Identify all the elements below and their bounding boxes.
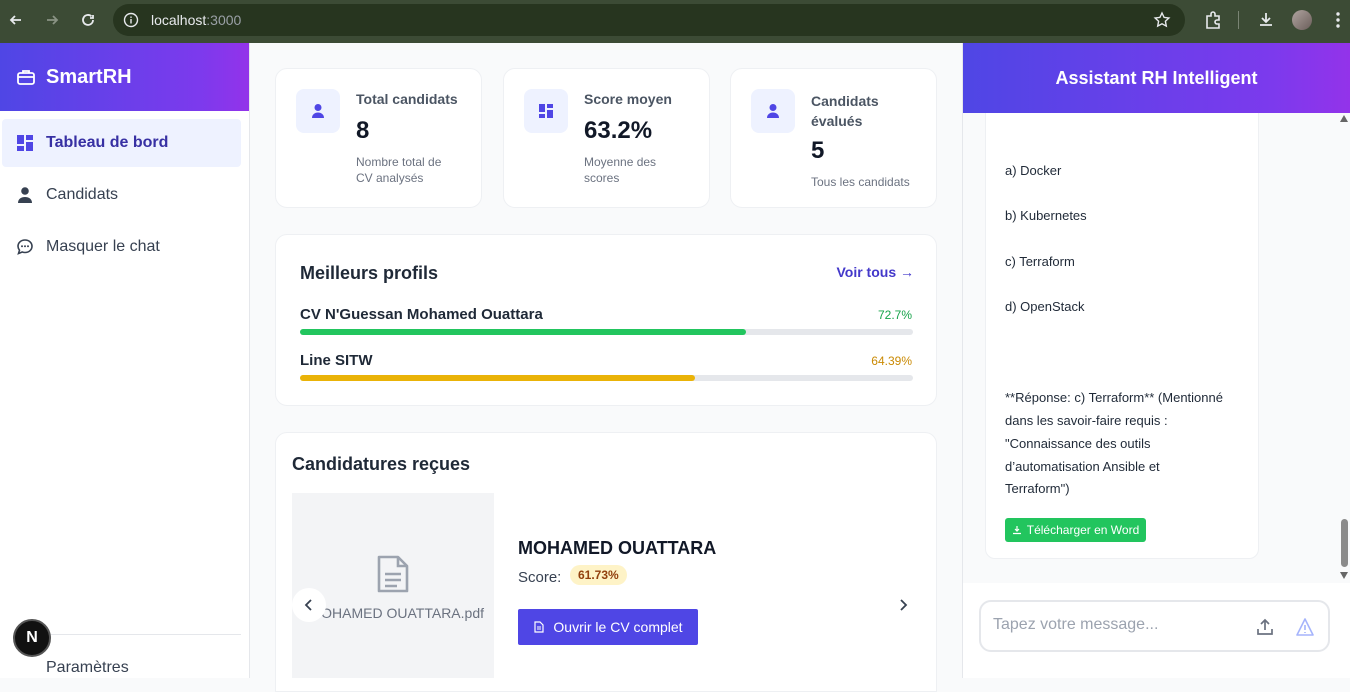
chat-scrollbar[interactable] bbox=[1339, 115, 1349, 581]
kebab-menu-icon[interactable] bbox=[1328, 10, 1348, 30]
stat-description: Nombre total de CV analysés bbox=[356, 155, 442, 185]
message-line: d) OpenStack bbox=[1005, 299, 1085, 314]
sidebar-item-candidates[interactable]: Candidats bbox=[2, 171, 241, 219]
download-word-label: Télécharger en Word bbox=[1026, 523, 1140, 537]
brand-name: SmartRH bbox=[46, 65, 132, 88]
person-icon bbox=[296, 89, 340, 133]
message-line: d’automatisation Ansible et bbox=[1005, 459, 1160, 474]
best-profiles-card: Meilleurs profils Voir tous → CV N'Guess… bbox=[275, 234, 937, 406]
chat-input-box bbox=[979, 600, 1330, 652]
profile-score-bar bbox=[300, 375, 913, 381]
scroll-up-arrow-icon[interactable] bbox=[1340, 115, 1348, 122]
sidebar-item-hide-chat[interactable]: Masquer le chat bbox=[2, 223, 241, 271]
profile-score-bar bbox=[300, 329, 913, 335]
download-icon bbox=[1012, 526, 1021, 535]
assistant-message: a) Docker b) Kubernetes c) Terraform d) … bbox=[985, 113, 1259, 559]
sidebar: SmartRH Tableau de bord Candidats Masque… bbox=[0, 43, 250, 678]
dashboard-icon bbox=[524, 89, 568, 133]
stat-card-evaluated-candidates: Candidats évalués 5 Tous les candidats bbox=[730, 68, 937, 208]
section-title: Meilleurs profils bbox=[300, 263, 439, 283]
back-icon[interactable] bbox=[5, 9, 27, 31]
chat-panel: Assistant RH Intelligent a) Docker b) Ku… bbox=[962, 43, 1350, 678]
stat-card-average-score: Score moyen 63.2% Moyenne des scores bbox=[503, 68, 710, 208]
message-line: dans les savoir-faire requis : bbox=[1005, 413, 1168, 428]
message-line: b) Kubernetes bbox=[1005, 208, 1087, 223]
previous-arrow-icon[interactable] bbox=[292, 588, 326, 622]
document-icon bbox=[377, 555, 409, 593]
person-icon bbox=[18, 187, 32, 203]
stat-value: 5 bbox=[811, 137, 825, 164]
stat-description: Tous les candidats bbox=[811, 175, 910, 189]
brand-header[interactable]: SmartRH bbox=[0, 43, 249, 111]
extensions-icon[interactable] bbox=[1203, 10, 1223, 30]
sidebar-item-label: Tableau de bord bbox=[46, 134, 169, 151]
scroll-down-arrow-icon[interactable] bbox=[1340, 572, 1348, 579]
dashboard-icon bbox=[17, 135, 33, 151]
document-icon bbox=[534, 621, 545, 633]
download-word-button[interactable]: Télécharger en Word bbox=[1005, 518, 1146, 542]
profile-score: 64.39% bbox=[871, 354, 912, 368]
chat-message-input[interactable] bbox=[993, 616, 1243, 634]
upload-icon[interactable] bbox=[1255, 617, 1275, 637]
reload-icon[interactable] bbox=[77, 9, 99, 31]
section-title: Candidatures reçues bbox=[292, 454, 471, 474]
browser-toolbar: localhost:3000 bbox=[0, 0, 1350, 43]
download-icon[interactable] bbox=[1256, 10, 1276, 30]
stat-value: 8 bbox=[356, 117, 370, 144]
main-content: Total candidats 8 Nombre total de CV anal… bbox=[250, 43, 962, 692]
candidate-name: MOHAMED OUATTARA bbox=[518, 538, 717, 558]
profile-score-fill bbox=[300, 329, 746, 335]
scroll-thumb[interactable] bbox=[1341, 519, 1348, 567]
score-label: Score: bbox=[518, 569, 562, 586]
chat-messages[interactable]: a) Docker b) Kubernetes c) Terraform d) … bbox=[963, 113, 1350, 583]
open-cv-button[interactable]: Ouvrir le CV complet bbox=[518, 609, 698, 645]
sidebar-item-label: Candidats bbox=[46, 186, 119, 203]
profile-score: 72.7% bbox=[877, 308, 912, 322]
profile-score-fill bbox=[300, 375, 695, 381]
profile-name[interactable]: Line SITW bbox=[300, 352, 373, 369]
bookmark-star-icon[interactable] bbox=[1153, 11, 1171, 29]
message-line: a) Docker bbox=[1005, 163, 1062, 178]
stat-label: Total candidats bbox=[356, 91, 458, 107]
next-arrow-icon[interactable] bbox=[886, 588, 920, 622]
applications-card: Candidatures reçues OHAMED OUATTARA.pdf … bbox=[275, 432, 937, 692]
score-badge: 61.73% bbox=[570, 565, 627, 585]
chat-title: Assistant RH Intelligent bbox=[963, 43, 1350, 113]
cv-file-name: OHAMED OUATTARA.pdf bbox=[321, 605, 484, 621]
toolbar-divider bbox=[1238, 11, 1239, 29]
sidebar-menu: Tableau de bord Candidats Masquer le cha… bbox=[0, 119, 249, 271]
url-text: localhost:3000 bbox=[151, 12, 242, 28]
site-info-icon[interactable] bbox=[123, 12, 139, 28]
send-icon[interactable] bbox=[1295, 617, 1315, 637]
forward-icon[interactable] bbox=[41, 9, 63, 31]
message-line: Terraform") bbox=[1005, 481, 1070, 496]
stat-card-total-candidates: Total candidats 8 Nombre total de CV anal… bbox=[275, 68, 482, 208]
message-line: **Réponse: c) Terraform** (Mentionné bbox=[1005, 390, 1223, 405]
stat-label: Score moyen bbox=[584, 91, 672, 107]
settings-link[interactable]: Paramètres bbox=[46, 659, 129, 676]
profile-name[interactable]: CV N'Guessan Mohamed Ouattara bbox=[300, 306, 543, 323]
address-bar[interactable]: localhost:3000 bbox=[113, 4, 1185, 36]
stat-value: 63.2% bbox=[584, 117, 653, 144]
message-line: c) Terraform bbox=[1005, 254, 1075, 269]
sidebar-item-dashboard[interactable]: Tableau de bord bbox=[2, 119, 241, 167]
stat-description: Moyenne des scores bbox=[584, 155, 657, 185]
chat-bubble-icon bbox=[17, 239, 33, 255]
nextjs-dev-badge[interactable]: N bbox=[13, 619, 51, 657]
profile-avatar[interactable] bbox=[1292, 10, 1312, 30]
message-line: "Connaissance des outils bbox=[1005, 436, 1151, 451]
sidebar-item-label: Masquer le chat bbox=[46, 238, 160, 255]
sidebar-divider bbox=[16, 634, 241, 635]
briefcase-icon bbox=[17, 70, 35, 85]
cv-preview[interactable]: OHAMED OUATTARA.pdf bbox=[292, 493, 494, 678]
stat-label: Candidats évalués bbox=[811, 93, 879, 129]
open-cv-label: Ouvrir le CV complet bbox=[553, 619, 683, 635]
see-all-link[interactable]: Voir tous → bbox=[836, 264, 914, 280]
person-icon bbox=[751, 89, 795, 133]
